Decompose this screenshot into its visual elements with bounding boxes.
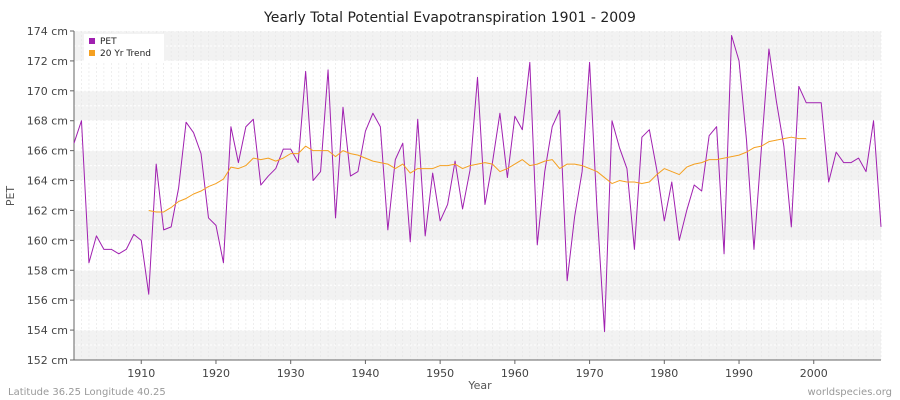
series-pet-line (73, 34, 882, 333)
x-tick-label: 1960 (501, 367, 529, 380)
y-tick-labels: 152 cm 154 cm 156 cm 158 cm 160 cm 162 cm 164 … (27, 25, 74, 367)
y-tick-label: 158 cm (27, 264, 68, 277)
axes (73, 31, 881, 361)
chart-title: Yearly Total Potential Evapotranspiratio… (263, 10, 636, 26)
legend-swatch-pet (89, 38, 95, 44)
y-tick-label: 170 cm (27, 85, 68, 98)
legend-label-trend: 20 Yr Trend (100, 49, 151, 59)
legend-label-pet: PET (100, 37, 117, 47)
y-tick-label: 172 cm (27, 55, 68, 68)
x-tick-labels: 1910 1920 1930 1940 1950 1960 1970 1980 1990 2000 (127, 360, 828, 380)
y-axis-label: PET (4, 186, 17, 207)
y-tick-label: 156 cm (27, 294, 68, 307)
x-tick-label: 1980 (650, 367, 678, 380)
x-tick-label: 1970 (576, 367, 604, 380)
footer-coordinates: Latitude 36.25 Longitude 40.25 (8, 387, 166, 398)
y-tick-label: 168 cm (27, 115, 68, 128)
x-tick-label: 1990 (725, 367, 753, 380)
x-tick-label: 2000 (800, 367, 828, 380)
x-tick-label: 1940 (351, 367, 379, 380)
y-tick-label: 152 cm (27, 354, 68, 367)
y-tick-label: 174 cm (27, 25, 68, 38)
y-tick-label: 166 cm (27, 145, 68, 158)
footer-source: worldspecies.org (808, 387, 892, 398)
y-tick-label: 154 cm (27, 324, 68, 337)
x-axis-label: Year (467, 379, 492, 392)
y-tick-label: 164 cm (27, 175, 68, 188)
legend: PET 20 Yr Trend (84, 34, 164, 62)
legend-swatch-trend (89, 50, 95, 56)
series-layer (73, 34, 882, 333)
x-tick-label: 1950 (426, 367, 454, 380)
x-tick-label: 1930 (277, 367, 305, 380)
y-tick-label: 160 cm (27, 234, 68, 247)
y-tick-label: 162 cm (27, 204, 68, 217)
x-tick-label: 1920 (202, 367, 230, 380)
legend-box (84, 34, 164, 62)
x-tick-label: 1910 (127, 367, 155, 380)
series-trend-line (148, 136, 807, 213)
